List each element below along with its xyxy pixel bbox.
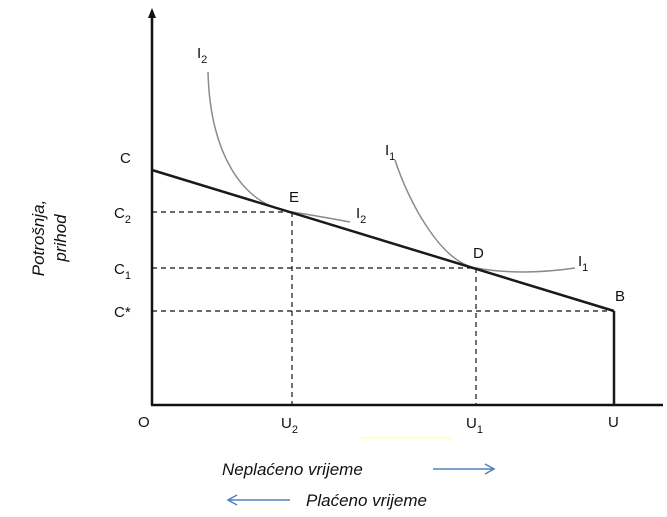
arrow-right-head (484, 463, 496, 475)
label-point-b: B (615, 288, 625, 305)
indifference-curve-i1 (394, 159, 576, 273)
label-point-d: D (473, 245, 484, 262)
label-c2: C2 (114, 205, 131, 226)
arrow-left-head (226, 494, 238, 506)
label-i1-top: I1 (385, 142, 395, 163)
label-cstar: C* (114, 304, 131, 321)
indifference-curve-i2 (207, 71, 351, 223)
y-axis-title-line1: Potrošnja, (29, 200, 48, 277)
y-axis-title-line2: prihod (51, 214, 70, 263)
budget-line (151, 168, 615, 313)
label-i1-right: I1 (578, 253, 588, 274)
label-paid-time: Plaćeno vrijeme (306, 491, 427, 510)
label-c: C (120, 150, 131, 167)
label-i2-top: I2 (197, 45, 207, 66)
faint-highlight (362, 437, 452, 439)
label-origin: O (138, 414, 150, 431)
label-u: U (608, 414, 619, 431)
label-point-e: E (289, 189, 299, 206)
label-unpaid-time: Neplaćeno vrijeme (222, 460, 363, 479)
label-u1: U1 (466, 415, 483, 436)
label-i2-right: I2 (356, 205, 366, 226)
y-axis-arrowhead (148, 8, 156, 18)
label-c1: C1 (114, 261, 131, 282)
label-u2: U2 (281, 415, 298, 436)
